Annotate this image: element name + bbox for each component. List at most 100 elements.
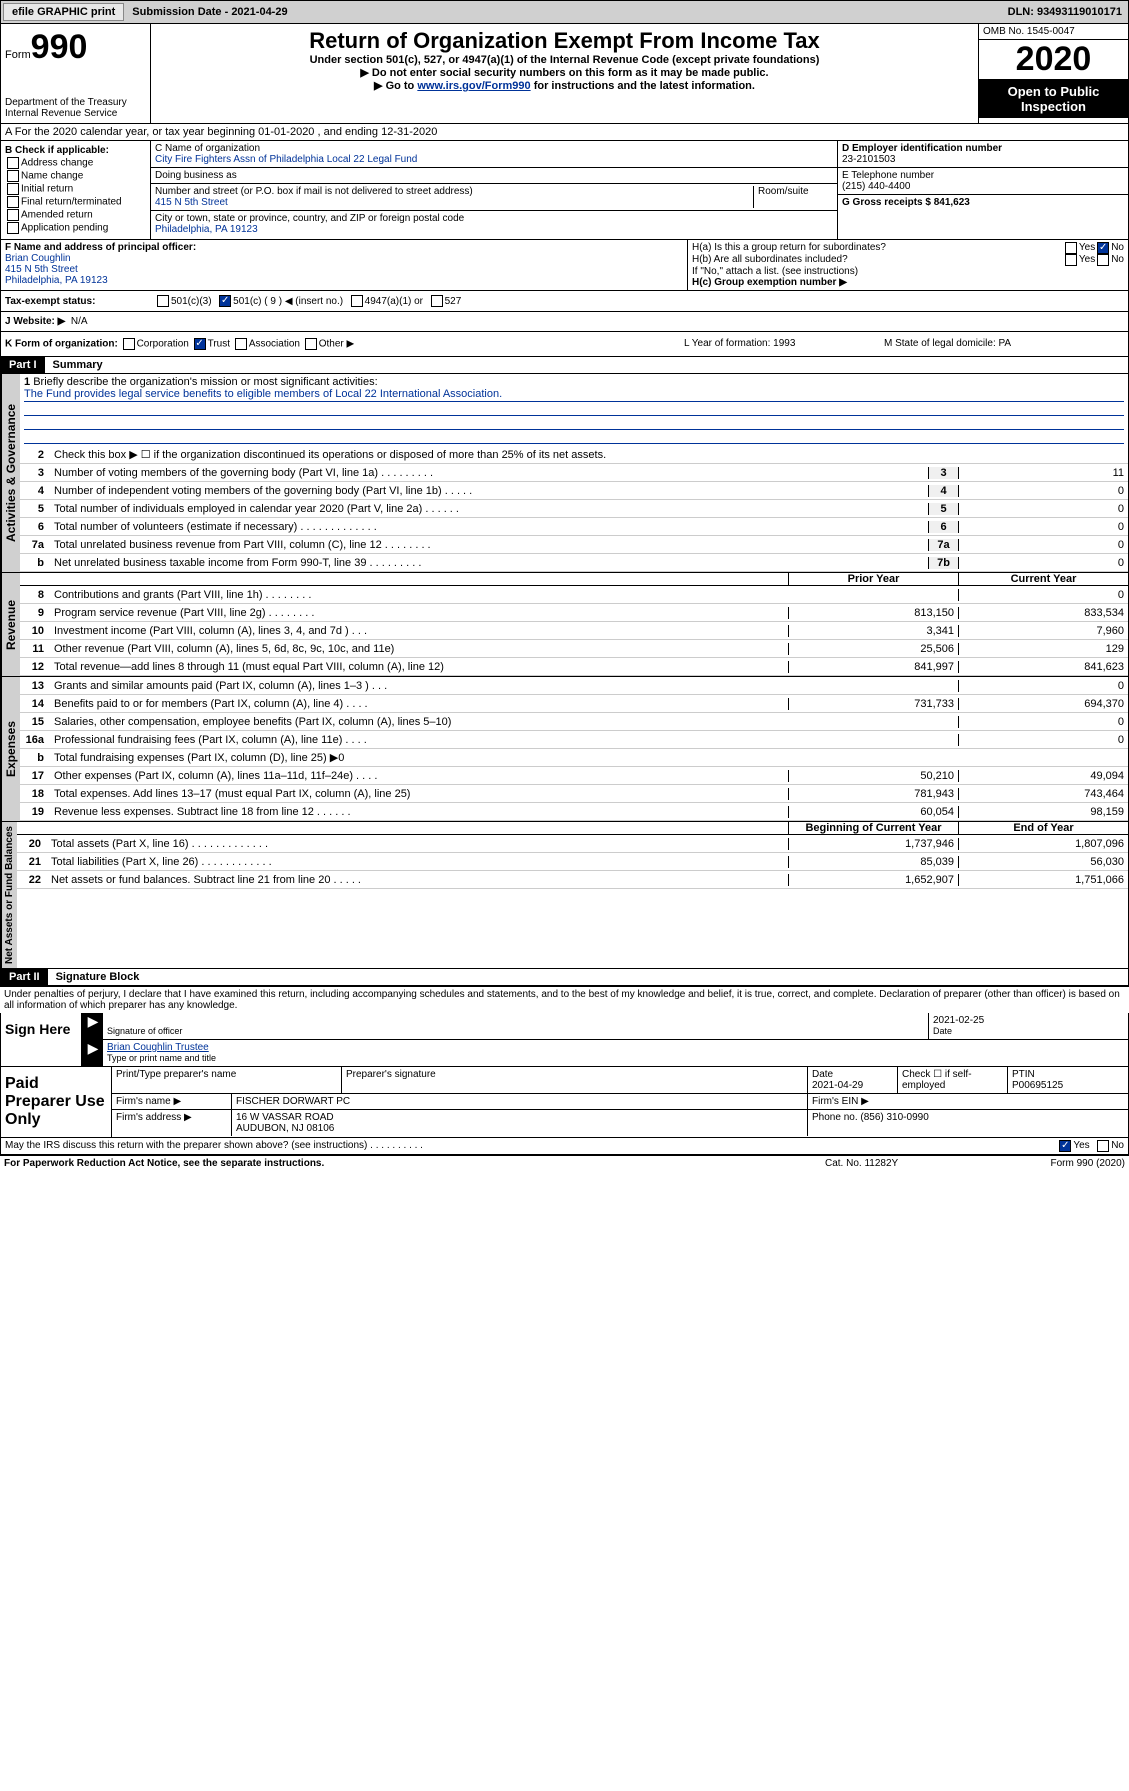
dept-treasury: Department of the Treasury Internal Reve… (5, 97, 146, 119)
tel-label: E Telephone number (842, 170, 1124, 181)
form-title: Return of Organization Exempt From Incom… (159, 28, 970, 54)
chk-other[interactable] (305, 338, 317, 350)
col-d: D Employer identification number 23-2101… (838, 141, 1128, 239)
discuss-yes[interactable]: ✓ (1059, 1140, 1071, 1152)
firm-ein: Firm's EIN ▶ (808, 1094, 1128, 1109)
governance-section: Activities & Governance 1 Briefly descri… (0, 374, 1129, 573)
form-ref: Form 990 (2020) (975, 1158, 1125, 1169)
line-20: 20Total assets (Part X, line 16) . . . .… (17, 835, 1128, 853)
officer-addr2: Philadelphia, PA 19123 (5, 275, 683, 286)
line-6: 6Total number of volunteers (estimate if… (20, 518, 1128, 536)
chk-501c3[interactable] (157, 295, 169, 307)
note-link: ▶ Go to www.irs.gov/Form990 for instruct… (159, 79, 970, 92)
submission-date: Submission Date - 2021-04-29 (126, 6, 293, 18)
sign-date: 2021-02-25Date (928, 1013, 1128, 1039)
expenses-section: Expenses 13Grants and similar amounts pa… (0, 677, 1129, 822)
prep-sig-hdr: Preparer's signature (342, 1067, 808, 1093)
note-ssn: ▶ Do not enter social security numbers o… (159, 66, 970, 79)
officer-signature-field[interactable]: Signature of officer (103, 1013, 928, 1039)
chk-527[interactable] (431, 295, 443, 307)
vert-expenses: Expenses (1, 677, 20, 821)
line-5: 5Total number of individuals employed in… (20, 500, 1128, 518)
footer: For Paperwork Reduction Act Notice, see … (0, 1155, 1129, 1171)
chk-application-pending[interactable]: Application pending (5, 222, 146, 234)
city-state-zip: Philadelphia, PA 19123 (155, 224, 833, 235)
chk-amended[interactable]: Amended return (5, 209, 146, 221)
top-bar: efile GRAPHIC print Submission Date - 20… (0, 0, 1129, 24)
officer-label: F Name and address of principal officer: (5, 242, 683, 253)
line-9: 9Program service revenue (Part VIII, lin… (20, 604, 1128, 622)
header-right: OMB No. 1545-0047 2020 Open to Public In… (978, 24, 1128, 123)
part2-label: Part II (1, 969, 48, 985)
irs-link[interactable]: www.irs.gov/Form990 (417, 80, 530, 92)
sign-arrow-icon: ▶ (83, 1013, 103, 1039)
officer-printed-name: Brian Coughlin TrusteeType or print name… (103, 1040, 1128, 1066)
hb-no[interactable] (1097, 254, 1109, 266)
tel-value: (215) 440-4400 (842, 181, 1124, 192)
addr-label: Number and street (or P.O. box if mail i… (155, 186, 753, 197)
line-a: A For the 2020 calendar year, or tax yea… (0, 124, 1129, 141)
discuss-no[interactable] (1097, 1140, 1109, 1152)
line-16a: 16aProfessional fundraising fees (Part I… (20, 731, 1128, 749)
chk-name-change[interactable]: Name change (5, 170, 146, 182)
line-22: 22Net assets or fund balances. Subtract … (17, 871, 1128, 889)
part2-header: Part II Signature Block (0, 969, 1129, 986)
tax-year: 2020 (979, 40, 1128, 80)
line-19: 19Revenue less expenses. Subtract line 1… (20, 803, 1128, 821)
preparer-section: Paid Preparer Use Only Print/Type prepar… (0, 1067, 1129, 1138)
end-year-hdr: End of Year (958, 822, 1128, 834)
part1-label: Part I (1, 357, 45, 373)
officer-box: F Name and address of principal officer:… (1, 240, 688, 290)
sign-section: Sign Here ▶ Signature of officer 2021-02… (0, 1013, 1129, 1067)
line-15: 15Salaries, other compensation, employee… (20, 713, 1128, 731)
mission-blank3 (24, 430, 1124, 444)
chk-trust[interactable]: ✓ (194, 338, 206, 350)
form-header: Form990 Department of the Treasury Inter… (0, 24, 1129, 124)
chk-corp[interactable] (123, 338, 135, 350)
vert-revenue: Revenue (1, 573, 20, 676)
chk-final-return[interactable]: Final return/terminated (5, 196, 146, 208)
ha-no[interactable]: ✓ (1097, 242, 1109, 254)
kform-row: K Form of organization: Corporation ✓Tru… (0, 332, 1129, 357)
mission-blank2 (24, 416, 1124, 430)
prep-date: Date 2021-04-29 (808, 1067, 898, 1093)
website-value: N/A (71, 316, 88, 327)
line-13: 13Grants and similar amounts paid (Part … (20, 677, 1128, 695)
line-2: 2Check this box ▶ ☐ if the organization … (20, 446, 1128, 464)
col-b: B Check if applicable: Address change Na… (1, 141, 151, 239)
current-year-hdr: Current Year (958, 573, 1128, 585)
website-label: J Website: ▶ (5, 316, 65, 327)
prep-self-emp[interactable]: Check ☐ if self-employed (898, 1067, 1008, 1093)
omb-number: OMB No. 1545-0047 (979, 24, 1128, 40)
chk-address-change[interactable]: Address change (5, 157, 146, 169)
h-section: H(a) Is this a group return for subordin… (688, 240, 1128, 290)
open-public: Open to Public Inspection (979, 80, 1128, 118)
ha-yes[interactable] (1065, 242, 1077, 254)
chk-assoc[interactable] (235, 338, 247, 350)
chk-501c[interactable]: ✓ (219, 295, 231, 307)
state-domicile: M State of legal domicile: PA (884, 338, 1124, 350)
officer-addr1: 415 N 5th Street (5, 264, 683, 275)
chk-initial-return[interactable]: Initial return (5, 183, 146, 195)
form-number-box: Form990 Department of the Treasury Inter… (1, 24, 151, 123)
org-name-cell: C Name of organization City Fire Fighter… (151, 141, 837, 168)
tel-cell: E Telephone number (215) 440-4400 (838, 168, 1128, 195)
firm-phone: Phone no. (856) 310-0990 (808, 1110, 1128, 1136)
line-21: 21Total liabilities (Part X, line 26) . … (17, 853, 1128, 871)
chk-4947[interactable] (351, 295, 363, 307)
ha-label: H(a) Is this a group return for subordin… (692, 242, 1063, 254)
firm-name: FISCHER DORWART PC (232, 1094, 808, 1109)
firm-addr-lbl: Firm's address ▶ (112, 1110, 232, 1136)
tax-status-row: Tax-exempt status: 501(c)(3) ✓501(c) ( 9… (0, 291, 1129, 312)
discuss-text: May the IRS discuss this return with the… (5, 1140, 1057, 1152)
hb-yes[interactable] (1065, 254, 1077, 266)
city-label: City or town, state or province, country… (155, 213, 833, 224)
form-label: Form (5, 49, 31, 61)
efile-print-button[interactable]: efile GRAPHIC print (3, 3, 124, 21)
line-14: 14Benefits paid to or for members (Part … (20, 695, 1128, 713)
line-b: bNet unrelated business taxable income f… (20, 554, 1128, 572)
line-8: 8Contributions and grants (Part VIII, li… (20, 586, 1128, 604)
year-formation: L Year of formation: 1993 (684, 338, 884, 350)
vert-netassets: Net Assets or Fund Balances (1, 822, 17, 968)
ein-cell: D Employer identification number 23-2101… (838, 141, 1128, 168)
